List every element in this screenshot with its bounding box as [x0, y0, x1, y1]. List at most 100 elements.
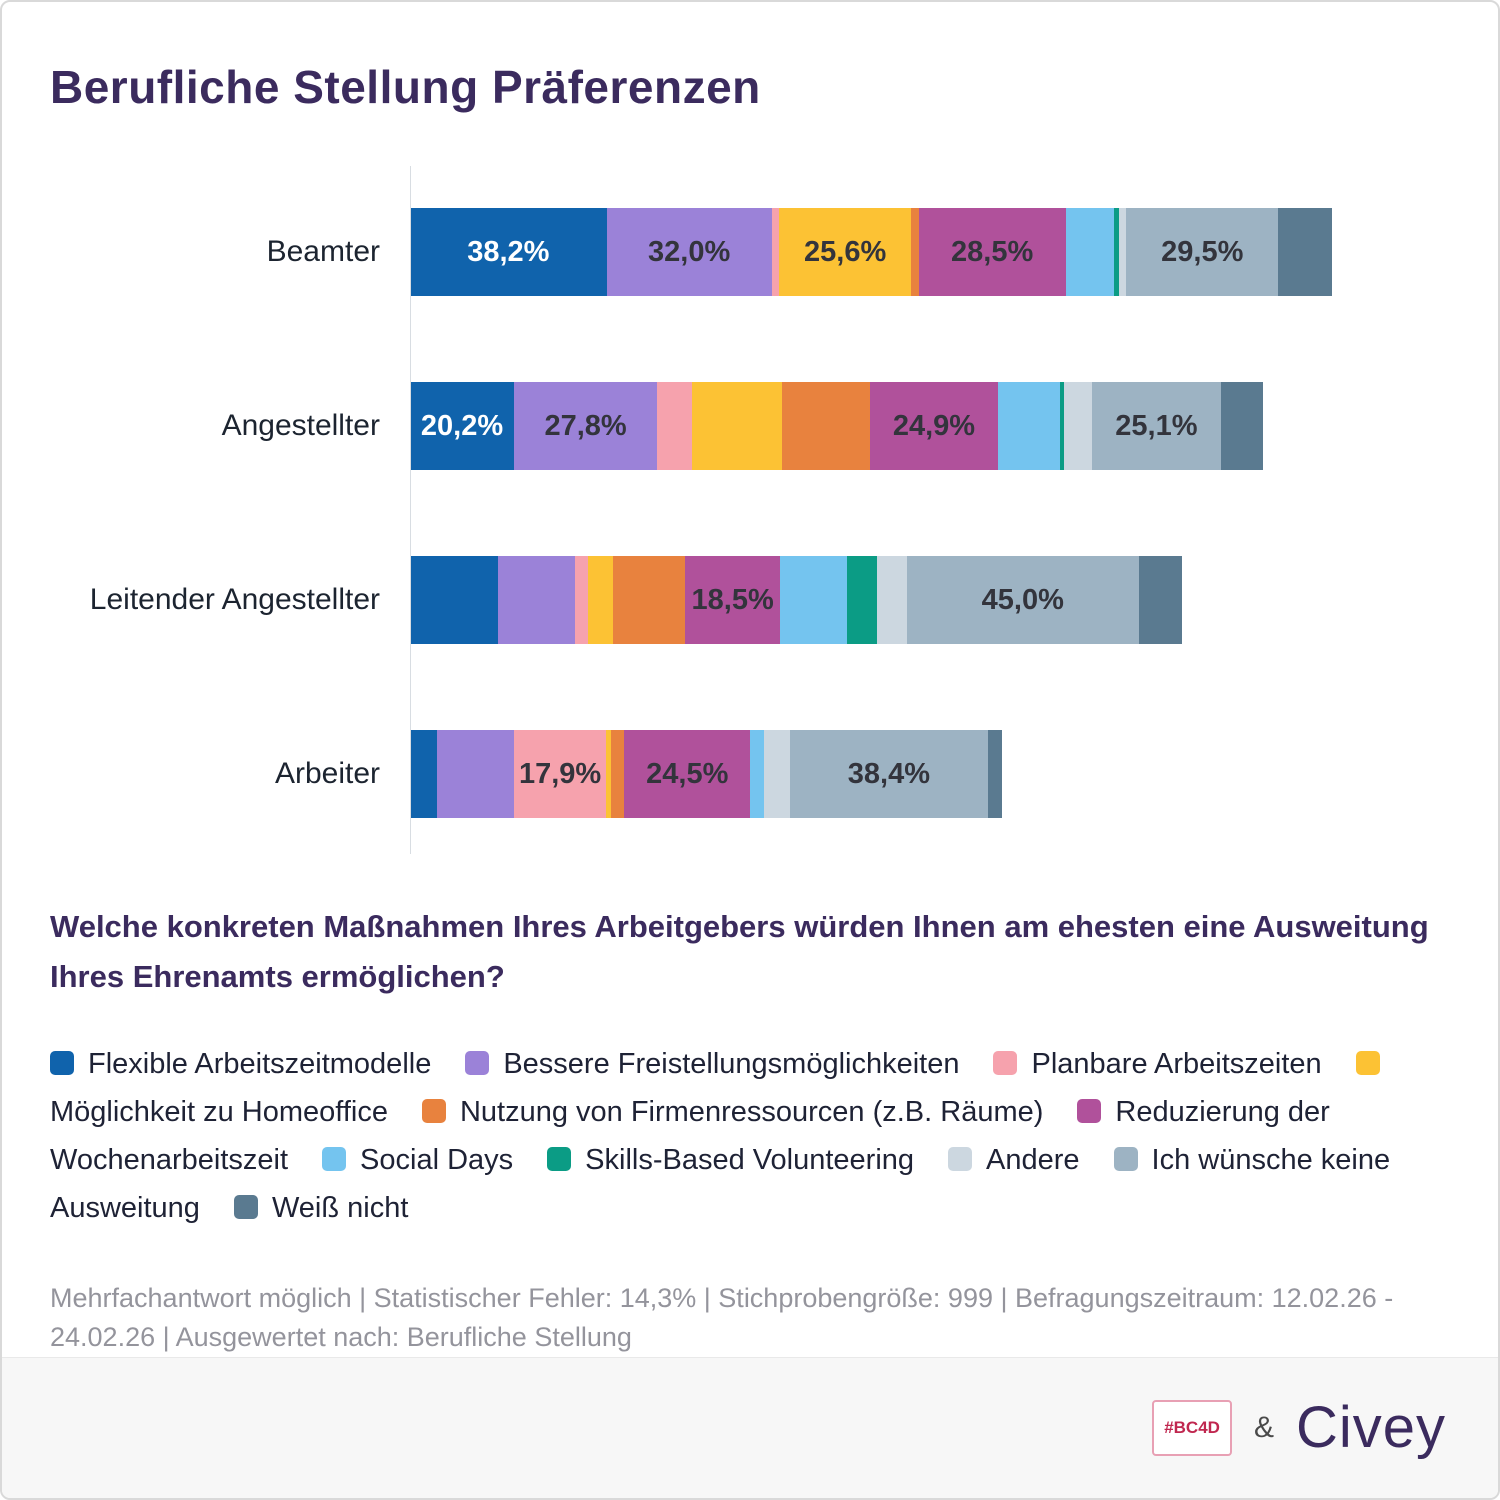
legend-label: Flexible Arbeitszeitmodelle	[88, 1048, 432, 1081]
segment-value-label: 32,0%	[648, 235, 731, 268]
bar-segment-reduzierung-der-wochenarbeitszeit: 24,5%	[624, 730, 751, 818]
legend-item-social-days: Social Days	[322, 1144, 513, 1176]
legend-item-andere: Andere	[948, 1144, 1080, 1176]
bar-segment-flexible-arbeitszeitmodelle: 20,2%	[410, 382, 515, 470]
chart-title: Berufliche Stellung Präferenzen	[50, 61, 761, 113]
segment-value-label: 24,5%	[646, 757, 729, 790]
bar-segment-nutzung-von-firmenressourcen	[911, 208, 919, 296]
bar-segment-nutzung-von-firmenressourcen	[612, 556, 685, 644]
bar-segment-weiss-nicht	[1221, 382, 1264, 470]
footer: #BC4D & Civey	[2, 1356, 1498, 1498]
segment-value-label: 20,2%	[420, 409, 504, 442]
legend-swatch-moeglichkeit-zu-homeoffice	[1355, 1051, 1380, 1076]
legend-swatch-nutzung-von-firmenressourcen	[421, 1099, 446, 1124]
legend-swatch-bessere-freistellungsmoeglichkeiten	[465, 1051, 490, 1076]
bar-segment-andere	[877, 556, 907, 644]
bar-segment-weiss-nicht	[1278, 208, 1333, 296]
segment-value-label: 45,0%	[981, 583, 1064, 616]
bar-segment-planbare-arbeitszeiten: 17,9%	[514, 730, 607, 818]
legend-item-reduzierung-der-wochenarbeitszeit: Reduzierung der Wochenarbeitszeit	[50, 1096, 1330, 1176]
category-label: Angestellter	[221, 409, 380, 442]
bar-segment-andere	[1064, 382, 1092, 470]
stacked-bar: 17,9% 24,5% 38,4%	[410, 730, 1002, 818]
stacked-bar: 20,2% 27,8% 24,9% 25,1%	[410, 382, 1264, 470]
legend-label: Nutzung von Firmenressourcen (z.B. Räume…	[459, 1096, 1044, 1129]
stacked-bar: 18,5% 45,0%	[410, 556, 1182, 644]
legend-item-moeglichkeit-zu-homeoffice: Möglichkeit zu Homeoffice	[50, 1048, 1394, 1128]
bar-segment-weiss-nicht	[1138, 556, 1182, 644]
category-label: Arbeiter	[274, 757, 380, 790]
legend-label: Möglichkeit zu Homeoffice	[50, 1096, 388, 1129]
legend-swatch-planbare-arbeitszeiten	[993, 1051, 1018, 1076]
bar-segment-bessere-freistellungsmoeglichkeiten: 27,8%	[514, 382, 658, 470]
bar-segment-planbare-arbeitszeiten	[657, 382, 693, 470]
bar-segment-moeglichkeit-zu-homeoffice	[692, 382, 783, 470]
bar-segment-bessere-freistellungsmoeglichkeiten	[497, 556, 575, 644]
survey-meta: Mehrfachantwort möglich | Statistischer …	[50, 1282, 1394, 1352]
legend-swatch-weiss-nicht	[233, 1194, 258, 1219]
legend-item-weiss-nicht: Weiß nicht	[233, 1191, 409, 1224]
bar-segment-social-days	[998, 382, 1060, 470]
bc4d-logo: #BC4D	[1152, 1399, 1232, 1456]
segment-value-label: 28,5%	[951, 235, 1034, 268]
legend-item-flexible-arbeitszeitmodelle: Flexible Arbeitszeitmodelle	[50, 1048, 431, 1080]
legend-label: Andere	[986, 1143, 1080, 1176]
legend-swatch-ich-wuensche-keine-ausweitung	[1113, 1146, 1138, 1171]
bar-segment-nutzung-von-firmenressourcen	[611, 730, 625, 818]
segment-value-label: 18,5%	[691, 583, 774, 616]
bar-segment-bessere-freistellungsmoeglichkeiten: 32,0%	[606, 208, 772, 296]
civey-logo: Civey	[1295, 1395, 1446, 1461]
bar-segment-reduzierung-der-wochenarbeitszeit: 28,5%	[918, 208, 1066, 296]
bar-segment-reduzierung-der-wochenarbeitszeit: 18,5%	[685, 556, 781, 644]
bar-segment-flexible-arbeitszeitmodelle	[410, 556, 498, 644]
legend-swatch-reduzierung-der-wochenarbeitszeit	[1077, 1099, 1102, 1124]
legend-swatch-andere	[948, 1146, 973, 1171]
bar-segment-reduzierung-der-wochenarbeitszeit: 24,9%	[869, 382, 999, 470]
bar-segment-moeglichkeit-zu-homeoffice: 25,6%	[779, 208, 912, 296]
legend-label: Weiß nicht	[271, 1191, 409, 1224]
bar-segment-skills-based-volunteering	[1059, 382, 1064, 470]
category-label: Leitender Angestellter	[89, 583, 380, 616]
segment-value-label: 25,1%	[1115, 409, 1198, 442]
bar-segment-andere	[1118, 208, 1127, 296]
bar-segment-planbare-arbeitszeiten	[574, 556, 588, 644]
bar-segment-social-days	[1065, 208, 1115, 296]
chart-rows: Beamter 38,2% 32,0% 25,6% 28,5% 29,5% Angestel…	[50, 208, 1450, 818]
legend-label: Reduzierung der Wochenarbeitszeit	[50, 1096, 1330, 1176]
bar-segment-nutzung-von-firmenressourcen	[782, 382, 870, 470]
bar-segment-andere	[764, 730, 791, 818]
segment-value-label: 17,9%	[518, 757, 602, 790]
survey-question: Welche konkreten Maßnahmen Ihres Arbeitg…	[50, 909, 1429, 994]
bar-segment-moeglichkeit-zu-homeoffice	[606, 730, 612, 818]
bar-segment-flexible-arbeitszeitmodelle	[410, 730, 437, 818]
bar-segment-skills-based-volunteering	[1114, 208, 1119, 296]
legend: Flexible Arbeitszeitmodelle Bessere Freis…	[50, 1041, 1450, 1232]
bar-segment-planbare-arbeitszeiten	[771, 208, 780, 296]
legend-label: Social Days	[360, 1143, 514, 1176]
bar-segment-bessere-freistellungsmoeglichkeiten	[436, 730, 515, 818]
y-axis-line	[410, 166, 411, 854]
chart-row: Beamter 38,2% 32,0% 25,6% 28,5% 29,5%	[50, 208, 1450, 296]
ampersand: &	[1253, 1410, 1274, 1444]
legend-swatch-skills-based-volunteering	[547, 1146, 572, 1171]
legend-item-skills-based-volunteering: Skills-Based Volunteering	[547, 1144, 914, 1176]
bar-segment-ich-wuensche-keine-ausweitung: 25,1%	[1091, 382, 1222, 470]
legend-label: Skills-Based Volunteering	[585, 1143, 915, 1176]
legend-label: Bessere Freistellungsmöglichkeiten	[503, 1048, 960, 1081]
segment-value-label: 27,8%	[544, 409, 627, 442]
bar-segment-moeglichkeit-zu-homeoffice	[587, 556, 613, 644]
legend-item-planbare-arbeitszeiten: Planbare Arbeitszeiten	[993, 1048, 1322, 1080]
category-label: Beamter	[266, 235, 380, 268]
segment-value-label: 38,4%	[847, 757, 930, 790]
bar-segment-social-days	[750, 730, 765, 818]
chart-row: Leitender Angestellter 18,5% 45,0%	[50, 556, 1450, 644]
bar-segment-social-days	[780, 556, 848, 644]
segment-value-label: 25,6%	[804, 235, 887, 268]
segment-value-label: 38,2%	[467, 235, 550, 268]
bar-segment-flexible-arbeitszeitmodelle: 38,2%	[410, 208, 607, 296]
legend-item-ich-wuensche-keine-ausweitung: Ich wünsche keine Ausweitung	[50, 1144, 1390, 1224]
segment-value-label: 24,9%	[892, 409, 976, 442]
legend-swatch-flexible-arbeitszeitmodelle	[50, 1051, 74, 1076]
stacked-bar-chart: Beamter 38,2% 32,0% 25,6% 28,5% 29,5% Angestel…	[50, 166, 1450, 854]
